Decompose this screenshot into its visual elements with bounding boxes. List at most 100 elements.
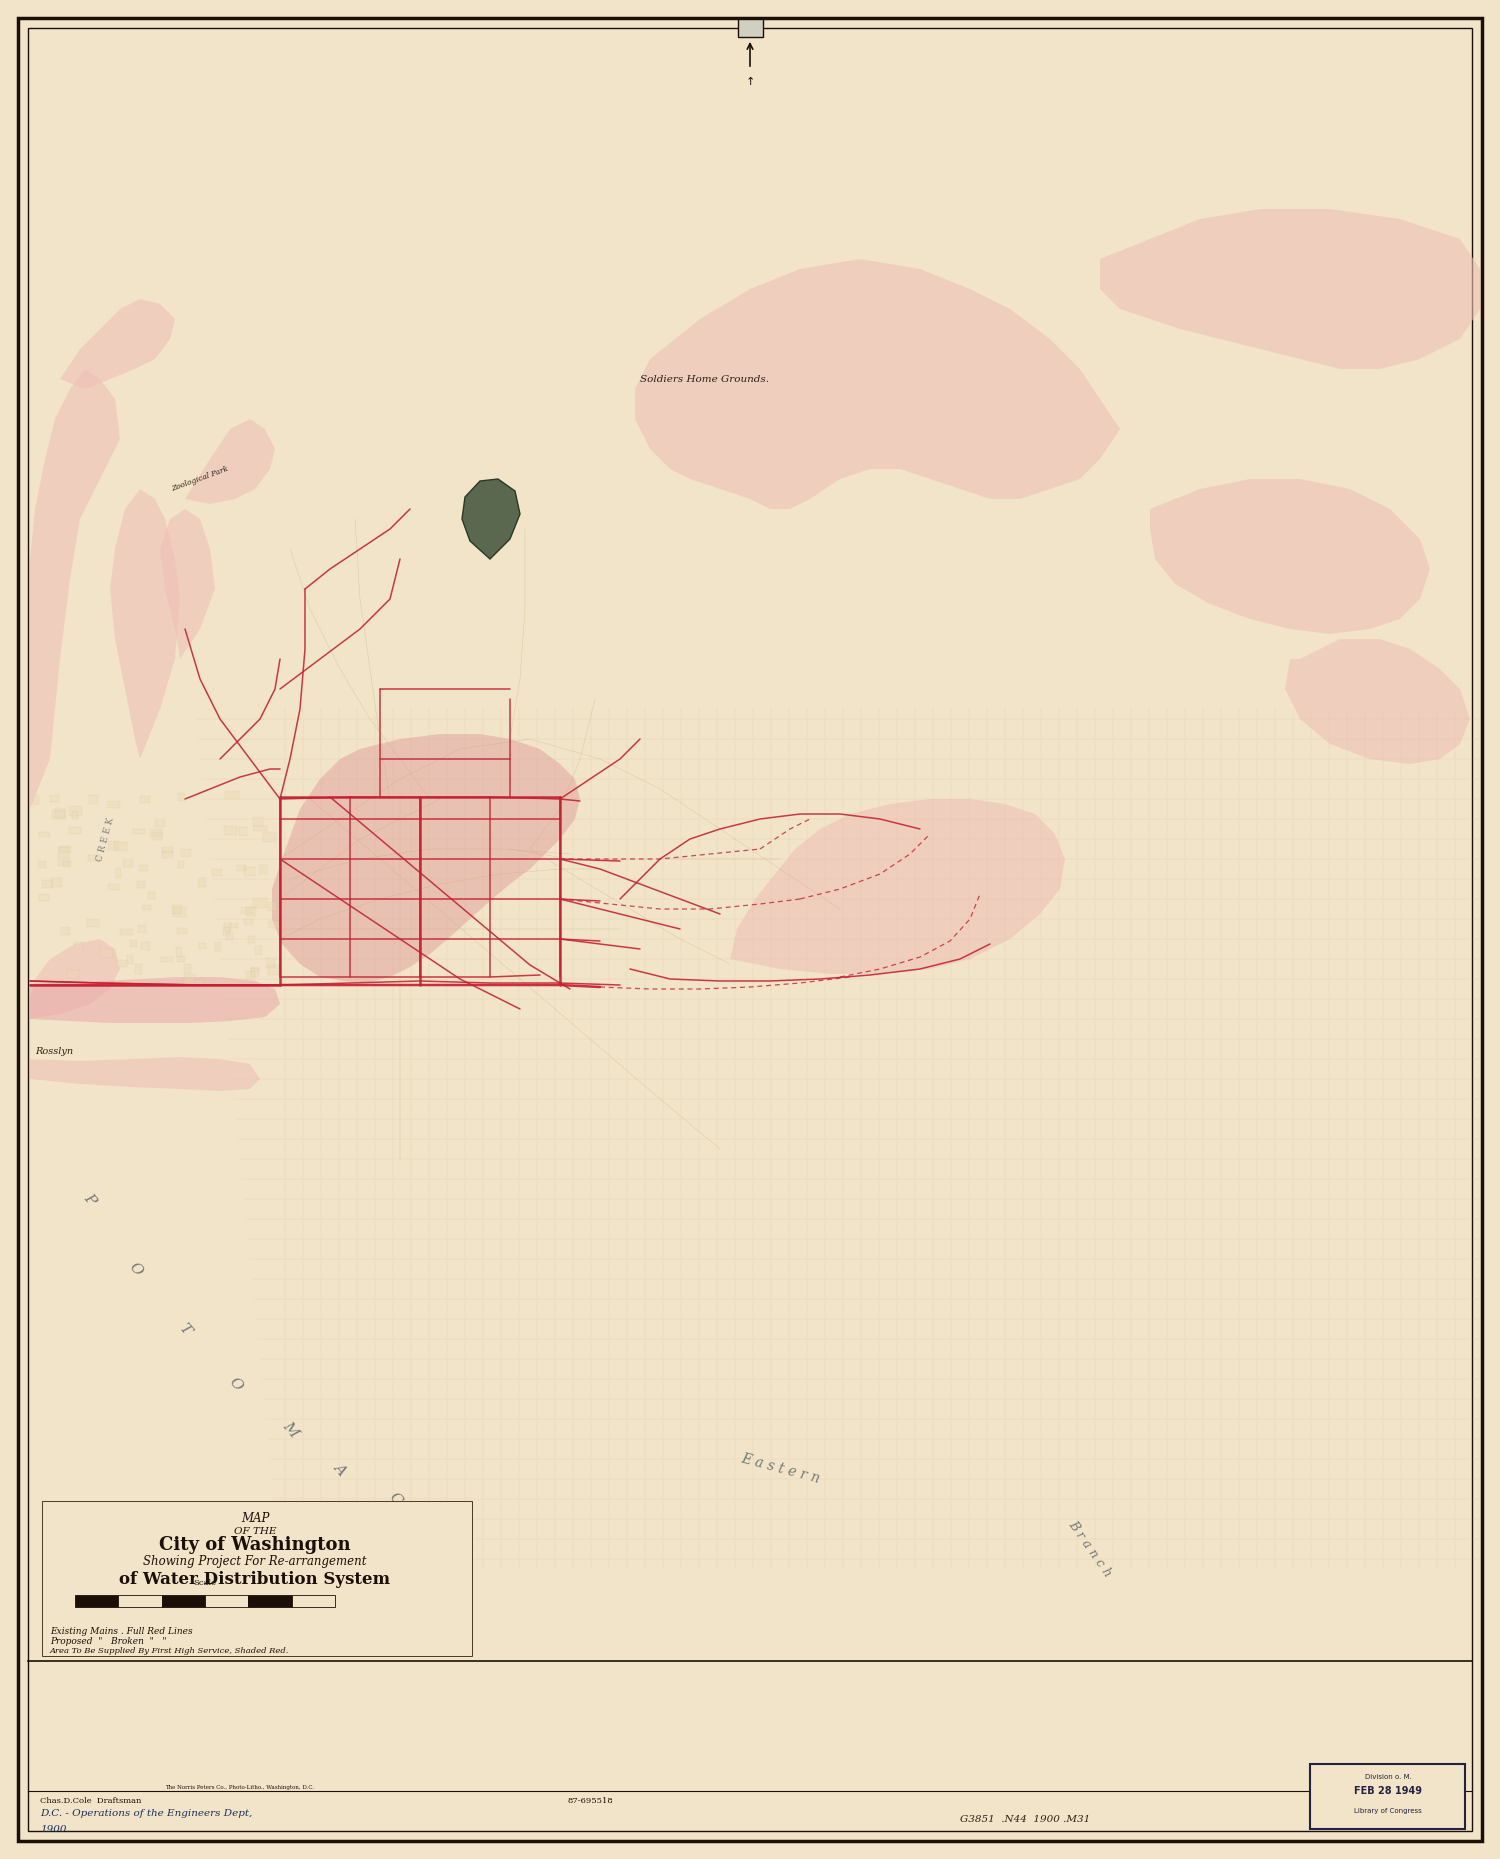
Bar bbox=[198, 877, 206, 887]
Text: P: P bbox=[81, 1190, 99, 1208]
Bar bbox=[254, 825, 267, 831]
Text: Area To Be Supplied By First High Service, Shaded Red.: Area To Be Supplied By First High Servic… bbox=[50, 1647, 290, 1655]
Bar bbox=[116, 868, 122, 877]
Text: Zoological Park: Zoological Park bbox=[171, 465, 230, 493]
Bar bbox=[172, 907, 186, 916]
Bar bbox=[226, 931, 234, 941]
Text: D.C. - Operations of the Engineers Dept,: D.C. - Operations of the Engineers Dept, bbox=[40, 1809, 252, 1818]
Text: Library of Congress: Library of Congress bbox=[1354, 1809, 1422, 1814]
Text: ↑: ↑ bbox=[746, 76, 754, 87]
Bar bbox=[123, 859, 134, 866]
Polygon shape bbox=[160, 509, 214, 658]
Bar bbox=[68, 970, 81, 978]
Bar bbox=[114, 842, 128, 851]
Bar bbox=[255, 946, 261, 954]
Bar bbox=[42, 1500, 472, 1656]
Bar bbox=[58, 846, 70, 853]
Bar bbox=[58, 857, 70, 866]
Bar bbox=[240, 907, 254, 915]
Bar bbox=[88, 855, 101, 861]
Bar bbox=[130, 941, 136, 946]
Bar bbox=[108, 883, 118, 890]
Bar bbox=[53, 811, 66, 818]
Bar bbox=[39, 831, 51, 837]
Polygon shape bbox=[730, 799, 1065, 974]
Text: Existing Mains . Full Red Lines: Existing Mains . Full Red Lines bbox=[50, 1627, 192, 1636]
Bar bbox=[176, 946, 183, 957]
Bar bbox=[251, 969, 260, 978]
Bar bbox=[224, 922, 231, 931]
Bar bbox=[224, 926, 231, 935]
Polygon shape bbox=[60, 299, 176, 389]
Bar bbox=[268, 965, 279, 974]
Bar bbox=[291, 1595, 334, 1606]
Bar bbox=[39, 894, 50, 900]
Bar bbox=[162, 851, 172, 857]
Bar bbox=[99, 950, 112, 959]
Bar bbox=[140, 796, 150, 803]
Polygon shape bbox=[1286, 639, 1470, 764]
Bar bbox=[246, 970, 255, 980]
Bar bbox=[254, 818, 262, 825]
Bar bbox=[54, 809, 64, 818]
Bar bbox=[224, 825, 237, 835]
Text: City of Washington: City of Washington bbox=[159, 1536, 351, 1554]
Bar bbox=[138, 881, 146, 889]
Polygon shape bbox=[1150, 480, 1430, 634]
Bar bbox=[225, 792, 238, 799]
Bar bbox=[75, 1595, 118, 1606]
Bar bbox=[72, 811, 78, 818]
Polygon shape bbox=[30, 368, 120, 809]
Bar bbox=[216, 943, 222, 952]
Text: of Water Distribution System: of Water Distribution System bbox=[120, 1571, 390, 1588]
Bar bbox=[1310, 1764, 1466, 1829]
Bar bbox=[108, 840, 118, 850]
Bar bbox=[69, 827, 81, 835]
Bar bbox=[132, 829, 146, 833]
Bar bbox=[118, 1595, 162, 1606]
Bar bbox=[192, 980, 202, 985]
Bar bbox=[42, 879, 52, 889]
Bar bbox=[243, 920, 252, 924]
Bar bbox=[231, 922, 238, 928]
Bar bbox=[51, 877, 62, 887]
Bar bbox=[267, 922, 280, 928]
Bar bbox=[738, 19, 764, 37]
Text: Chas.D.Cole  Draftsman: Chas.D.Cole Draftsman bbox=[40, 1798, 141, 1805]
Text: Soldiers Home Grounds.: Soldiers Home Grounds. bbox=[640, 374, 770, 383]
Polygon shape bbox=[30, 978, 280, 1022]
Bar bbox=[116, 959, 128, 967]
Bar bbox=[266, 957, 274, 969]
Bar bbox=[177, 956, 184, 963]
Text: E a s t e r n: E a s t e r n bbox=[740, 1452, 821, 1485]
Text: 1900.: 1900. bbox=[40, 1824, 69, 1833]
Polygon shape bbox=[184, 418, 274, 504]
Bar bbox=[106, 801, 120, 809]
Polygon shape bbox=[1100, 208, 1480, 368]
Text: Scale: Scale bbox=[194, 1578, 216, 1588]
Bar bbox=[184, 974, 195, 983]
Bar bbox=[142, 905, 150, 911]
Text: OF THE: OF THE bbox=[234, 1526, 276, 1536]
Bar bbox=[213, 868, 222, 876]
Polygon shape bbox=[462, 480, 520, 560]
Bar bbox=[251, 967, 260, 972]
Bar bbox=[237, 864, 246, 870]
Bar bbox=[260, 866, 267, 874]
Bar bbox=[267, 902, 276, 911]
Bar bbox=[148, 892, 156, 900]
Bar bbox=[162, 848, 172, 853]
Text: A: A bbox=[332, 1461, 350, 1478]
Bar bbox=[75, 943, 82, 950]
Bar bbox=[184, 963, 192, 972]
Polygon shape bbox=[272, 734, 580, 982]
Bar bbox=[60, 928, 69, 935]
Polygon shape bbox=[110, 489, 180, 758]
Bar bbox=[177, 794, 184, 801]
Bar bbox=[87, 918, 99, 928]
Bar bbox=[153, 833, 162, 840]
Bar bbox=[154, 820, 165, 827]
Bar bbox=[200, 944, 206, 948]
Bar bbox=[243, 868, 255, 876]
Bar bbox=[138, 926, 147, 933]
